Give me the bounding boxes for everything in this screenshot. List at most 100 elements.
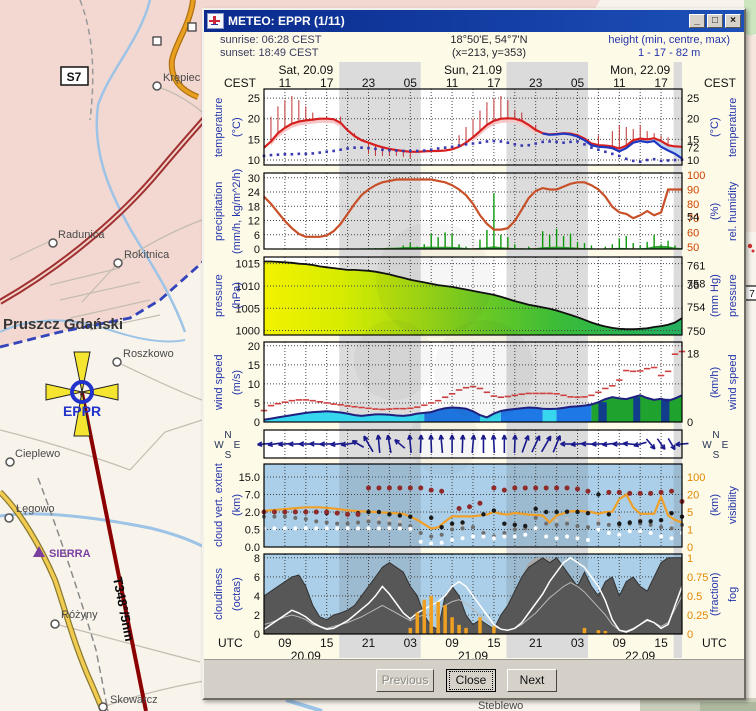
road-label-7: 7 xyxy=(749,289,755,300)
meteogram-header: sunrise: 06:28 CEST sunset: 18:49 CEST 1… xyxy=(204,34,744,62)
village-label: Radunica xyxy=(58,229,105,241)
village-marker xyxy=(48,238,58,248)
svg-text:1: 1 xyxy=(687,553,693,565)
svg-text:0.75: 0.75 xyxy=(687,572,708,584)
svg-text:18: 18 xyxy=(248,201,260,213)
close-button[interactable]: Close xyxy=(446,669,496,692)
previous-button[interactable]: Previous xyxy=(376,669,434,692)
maximize-button[interactable]: □ xyxy=(707,14,723,28)
svg-text:21: 21 xyxy=(362,636,376,650)
svg-text:100: 100 xyxy=(687,472,705,484)
village-label: Łęgowo xyxy=(16,503,55,515)
svg-text:5: 5 xyxy=(687,507,693,519)
svg-text:20: 20 xyxy=(687,114,699,126)
svg-text:70: 70 xyxy=(687,213,699,225)
svg-text:0: 0 xyxy=(687,629,693,641)
svg-text:S: S xyxy=(225,450,232,461)
svg-text:12: 12 xyxy=(248,216,260,228)
app-icon xyxy=(207,13,224,29)
axis-title-right-wind_speed: wind speed xyxy=(727,354,739,410)
date-label: 22.09 xyxy=(625,649,655,662)
svg-text:1005: 1005 xyxy=(236,303,260,315)
grid-text: (x=213, y=353) xyxy=(452,47,526,59)
svg-text:0.5: 0.5 xyxy=(245,525,260,537)
village-marker xyxy=(113,258,123,268)
svg-text:7.0: 7.0 xyxy=(245,490,260,502)
svg-text:36: 36 xyxy=(687,280,699,292)
svg-text:10: 10 xyxy=(687,155,699,167)
sunrise-text: sunrise: 06:28 CEST xyxy=(220,34,322,46)
svg-text:0.5: 0.5 xyxy=(687,591,702,603)
svg-text:21: 21 xyxy=(529,636,543,650)
village-label: Cieplewo xyxy=(15,448,60,460)
village-label: Roszkowo xyxy=(123,348,174,360)
village-marker xyxy=(98,702,108,711)
axis-title-left-precipitation: precipitation xyxy=(213,181,225,241)
close-icon[interactable]: × xyxy=(725,14,741,28)
svg-text:23: 23 xyxy=(529,76,543,90)
svg-text:0: 0 xyxy=(254,244,260,256)
svg-text:1: 1 xyxy=(687,525,693,537)
window-titlebar[interactable]: METEO: EPPR (1/11) _ □ × xyxy=(204,10,744,32)
village-label: Skowarcz xyxy=(110,694,158,706)
axis-unit-right-cloud_vert_extent: (km) xyxy=(709,494,721,517)
svg-text:5: 5 xyxy=(254,398,260,410)
svg-text:90: 90 xyxy=(687,184,699,196)
svg-text:72: 72 xyxy=(687,143,699,155)
svg-text:05: 05 xyxy=(571,76,585,90)
date-label: 20.09 xyxy=(291,649,321,662)
svg-text:25: 25 xyxy=(248,93,260,105)
svg-text:0: 0 xyxy=(254,417,260,429)
next-button[interactable]: Next xyxy=(507,669,557,692)
minimize-button[interactable]: _ xyxy=(689,14,705,28)
svg-text:05: 05 xyxy=(404,76,418,90)
svg-text:10: 10 xyxy=(248,155,260,167)
svg-text:15: 15 xyxy=(320,636,334,650)
svg-text:2.0: 2.0 xyxy=(245,507,260,519)
height-values: 1 - 17 - 82 m xyxy=(637,47,701,59)
tz-top-right: CEST xyxy=(704,76,737,90)
svg-text:8: 8 xyxy=(254,553,260,565)
svg-text:15: 15 xyxy=(248,360,260,372)
axis-title-right-pressure: pressure xyxy=(727,274,739,318)
svg-text:18: 18 xyxy=(687,348,699,360)
meteo-window: METEO: EPPR (1/11) _ □ × sunrise: 06:28 … xyxy=(202,8,746,700)
axis-title-right-cloud_vert_extent: visibility xyxy=(727,486,739,525)
tz-top-left: CEST xyxy=(224,76,257,90)
svg-text:0: 0 xyxy=(687,417,693,429)
button-bar: Previous Close Next xyxy=(204,659,744,698)
axis-unit-left-cloudiness: (octas) xyxy=(231,577,243,611)
village-label: Steblewo xyxy=(478,700,523,711)
svg-text:W: W xyxy=(214,440,224,451)
day-label: Sun, 21.09 xyxy=(444,63,502,77)
svg-text:20: 20 xyxy=(248,114,260,126)
svg-text:09: 09 xyxy=(278,636,292,650)
axis-unit-left-precipitation: (mm/h, kg/m^2/h) xyxy=(231,168,243,254)
village-label: Różyny xyxy=(61,609,98,621)
axis-title-right-precipitation: rel. humidity xyxy=(727,181,739,241)
date-label: 21.09 xyxy=(458,649,488,662)
svg-text:N: N xyxy=(224,430,231,441)
svg-text:W: W xyxy=(702,440,712,451)
axis-title-left-cloudiness: cloudiness xyxy=(213,568,225,620)
svg-text:09: 09 xyxy=(613,636,627,650)
svg-text:09: 09 xyxy=(445,636,459,650)
svg-text:100: 100 xyxy=(687,170,705,182)
road-label-s7: S7 xyxy=(67,70,82,84)
svg-text:20: 20 xyxy=(687,490,699,502)
village-marker xyxy=(50,619,60,629)
svg-text:758: 758 xyxy=(687,278,705,290)
axis-unit-left-wind_speed: (m/s) xyxy=(231,369,243,395)
navfix-label: SIERRA xyxy=(49,548,91,560)
svg-text:10: 10 xyxy=(248,379,260,391)
svg-text:0.25: 0.25 xyxy=(687,610,708,622)
village-marker xyxy=(5,457,15,467)
svg-text:15: 15 xyxy=(487,636,501,650)
axis-unit-left-temperature: (°C) xyxy=(231,117,243,137)
svg-text:25: 25 xyxy=(687,93,699,105)
axis-unit-left-pressure: (hPa) xyxy=(231,282,243,310)
svg-text:0: 0 xyxy=(254,629,260,641)
coords-text: 18°50'E, 54°7'N xyxy=(450,34,528,46)
